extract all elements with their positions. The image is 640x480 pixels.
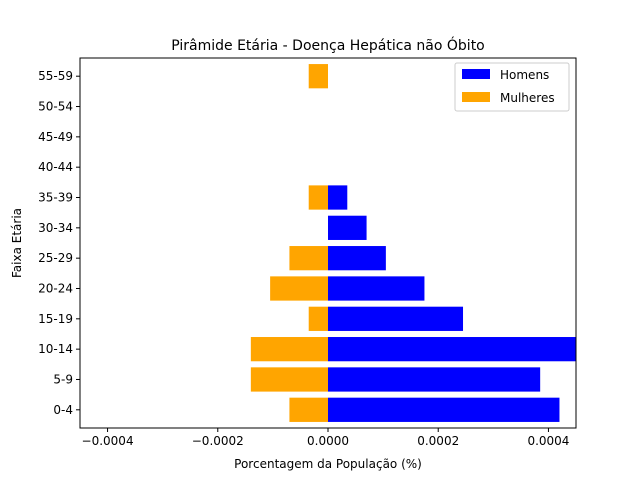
y-tick-label: 55-59 — [38, 69, 73, 83]
bar-mulheres-0-4 — [289, 397, 328, 422]
y-tick-label: 25-29 — [38, 251, 73, 265]
bar-homens-35-39 — [328, 185, 348, 210]
legend-label-mulheres: Mulheres — [500, 91, 555, 105]
bars-group — [250, 64, 576, 422]
x-tick-label: −0.0002 — [192, 434, 244, 448]
y-tick-label: 20-24 — [38, 281, 73, 295]
x-axis-label: Porcentagem da População (%) — [234, 457, 422, 471]
bar-homens-5-9 — [328, 367, 541, 392]
chart-title: Pirâmide Etária - Doença Hepática não Ób… — [171, 36, 485, 54]
bar-homens-20-24 — [328, 276, 425, 301]
bar-mulheres-20-24 — [270, 276, 328, 301]
y-tick-label: 35-39 — [38, 191, 73, 205]
y-tick-label: 50-54 — [38, 100, 73, 114]
bar-homens-10-14 — [328, 337, 576, 362]
y-tick-label: 0-4 — [53, 403, 73, 417]
x-tick-label: 0.0002 — [417, 434, 459, 448]
y-tick-label: 40-44 — [38, 160, 73, 174]
y-tick-label: 45-49 — [38, 130, 73, 144]
bar-mulheres-10-14 — [250, 337, 328, 362]
legend-swatch-homens — [462, 69, 490, 79]
x-axis-ticks: −0.0004 −0.0002 0.0000 0.0002 0.0004 — [82, 428, 569, 448]
bar-homens-30-34 — [328, 215, 367, 240]
y-tick-label: 10-14 — [38, 342, 73, 356]
y-tick-label: 30-34 — [38, 221, 73, 235]
bar-mulheres-35-39 — [308, 185, 328, 210]
legend-swatch-mulheres — [462, 92, 490, 102]
bar-mulheres-25-29 — [289, 246, 328, 271]
bar-homens-0-4 — [328, 397, 560, 422]
y-tick-label: 5-9 — [53, 372, 73, 386]
bar-homens-25-29 — [328, 246, 386, 271]
y-axis-ticks: 0-4 5-9 10-14 15-19 20-24 25-29 30-34 35-39 40-4… — [38, 69, 80, 417]
y-tick-label: 15-19 — [38, 312, 73, 326]
bar-homens-15-19 — [328, 306, 464, 331]
x-tick-label: −0.0004 — [82, 434, 134, 448]
bar-mulheres-5-9 — [250, 367, 328, 392]
bar-mulheres-15-19 — [308, 306, 328, 331]
legend: Homens Mulheres — [454, 62, 570, 112]
x-tick-label: 0.0000 — [307, 434, 349, 448]
y-axis-label: Faixa Etária — [10, 208, 24, 278]
legend-label-homens: Homens — [500, 68, 549, 82]
bar-mulheres-55-59 — [308, 64, 328, 89]
x-tick-label: 0.0004 — [527, 434, 569, 448]
